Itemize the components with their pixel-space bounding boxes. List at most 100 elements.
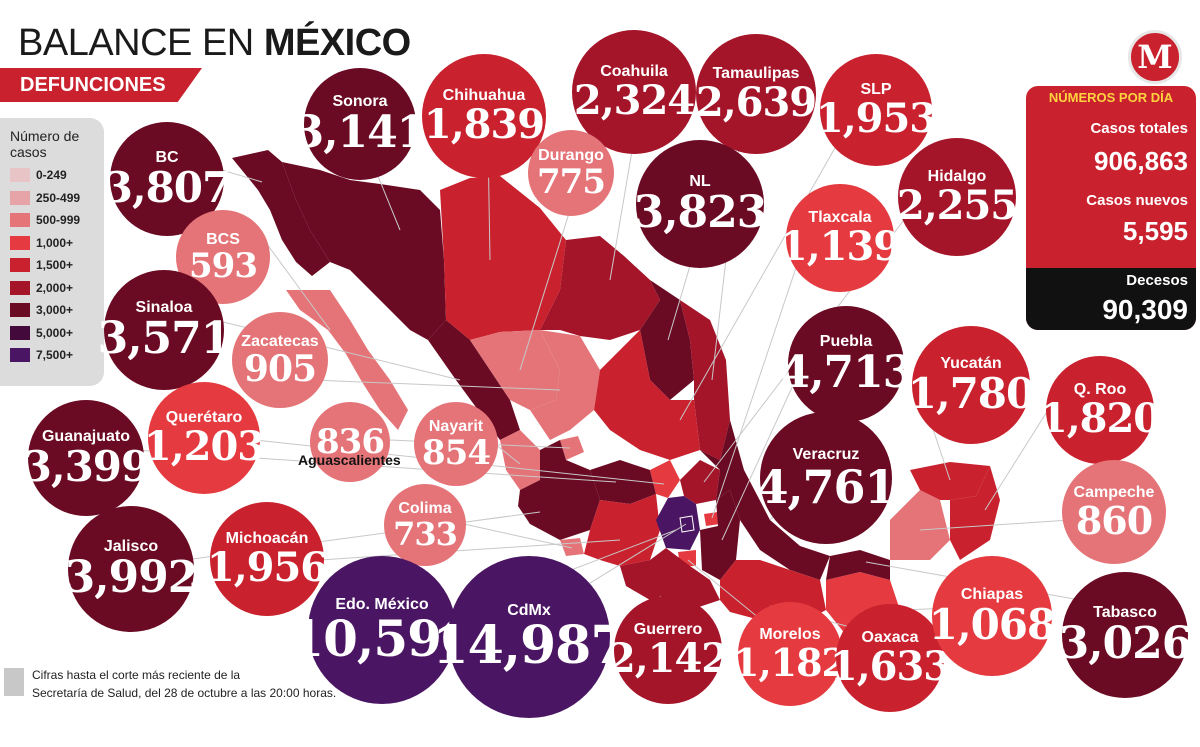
- title-bold: MÉXICO: [263, 22, 411, 64]
- legend-label: 0-249: [36, 168, 67, 182]
- map-bcs: [286, 290, 408, 430]
- state-name: Jalisco: [103, 538, 159, 555]
- state-name: Guerrero: [633, 621, 703, 638]
- state-name: Veracruz: [792, 446, 860, 463]
- map-jalisco: [518, 440, 600, 540]
- map-tamaulipas: [680, 300, 730, 460]
- map-nl: [640, 280, 694, 400]
- state-deaths-value: 860: [1075, 498, 1153, 543]
- state-deaths-value: 2,255: [896, 182, 1018, 229]
- state-name: Hidalgo: [927, 168, 987, 185]
- state-deaths-value: 593: [189, 246, 258, 286]
- page-title: BALANCE EN MÉXICO: [18, 22, 411, 65]
- state-deaths-value: 4,761: [756, 460, 896, 514]
- state-bubble-sonora: Sonora 3,141: [294, 68, 427, 180]
- legend-label: 7,500+: [36, 348, 74, 362]
- legend-item: 5,000+: [10, 324, 73, 342]
- state-deaths-value: 3,992: [64, 552, 199, 603]
- map-cdmx: [679, 515, 695, 533]
- legend-swatch: [10, 235, 30, 250]
- legend-swatch: [10, 280, 30, 295]
- state-bubble-aguascalientes: 836: [310, 402, 390, 482]
- state-bubble-queretaro: Querétaro 1,203: [144, 382, 265, 494]
- state-deaths-value: 2,142: [607, 635, 729, 682]
- state-bubble-oaxaca: Oaxaca 1,633: [830, 604, 951, 712]
- total-cases-value: 906,863: [1094, 146, 1188, 176]
- legend-swatch: [10, 213, 30, 227]
- footnote-line1: Cifras hasta el corte más reciente de la: [32, 668, 241, 682]
- legend-item: 500-999: [10, 211, 80, 229]
- legend-label: 250-499: [36, 190, 81, 205]
- state-deaths-value: 1,780: [907, 369, 1036, 418]
- footnote: Cifras hasta el corte más reciente de la…: [32, 666, 336, 702]
- state-name: Campeche: [1073, 484, 1155, 501]
- state-deaths-value: 1,139: [779, 223, 901, 270]
- map-colima: [560, 538, 584, 556]
- map-sonora: [282, 162, 446, 340]
- state-name: SLP: [860, 81, 892, 98]
- state-name: Guanajuato: [41, 428, 130, 445]
- legend-item: 2,000+: [10, 279, 73, 297]
- state-deaths-value: 3,399: [22, 442, 151, 491]
- map-puebla: [700, 490, 740, 580]
- state-name: Sonora: [332, 93, 388, 110]
- map-veracruz: [700, 420, 830, 580]
- legend-label: 2,000+: [36, 280, 74, 295]
- state-bubble-nl: NL 3,823: [634, 140, 767, 268]
- state-bubble-michoacan: Michoacán 1,956: [207, 502, 328, 616]
- state-deaths-value: 854: [422, 433, 491, 473]
- state-deaths-value: 1,953: [815, 95, 937, 142]
- daily-stats-panel: NÚMEROS POR DÍA Casos totales 906,863 Ca…: [1026, 86, 1196, 330]
- state-bubble-nayarit: Nayarit 854: [414, 402, 498, 486]
- legend-swatch: [10, 325, 30, 340]
- state-name: Chiapas: [960, 586, 1024, 603]
- state-bubble-guerrero: Guerrero 2,142: [608, 596, 729, 704]
- state-deaths-value: 905: [243, 348, 317, 390]
- legend-item: 7,500+: [10, 346, 73, 364]
- legend-swatch: [10, 348, 30, 362]
- map-chihuahua: [440, 176, 566, 340]
- legend-label: 500-999: [36, 213, 81, 227]
- map-edomex: [656, 496, 700, 550]
- state-bubble-slp: SLP 1,953: [816, 54, 937, 166]
- state-bubble-coahuila: Coahuila 2,324: [572, 30, 696, 154]
- deaths-value: 90,309: [1102, 294, 1188, 325]
- state-bubble-edomex: Edo. México 10,590: [289, 556, 476, 704]
- state-bubble-veracruz: Veracruz 4,761: [756, 412, 897, 544]
- legend-title: Número de casos: [10, 128, 80, 160]
- state-name: NL: [689, 173, 711, 190]
- map-campeche: [890, 490, 950, 560]
- legend-label: 5,000+: [36, 325, 74, 340]
- state-bubble-puebla: Puebla 4,713: [780, 306, 913, 422]
- map-sinaloa: [428, 320, 520, 440]
- state-deaths-value: 836: [316, 422, 385, 462]
- map-tabasco: [826, 550, 890, 580]
- subtitle-tag: DEFUNCIONES: [0, 68, 202, 102]
- state-bubble-cdmx: CdMx 14,987: [433, 556, 627, 718]
- state-bubble-qroo: Q. Roo 1,820: [1040, 356, 1161, 464]
- state-bubble-durango: Durango 775: [528, 130, 614, 216]
- state-deaths-value: 1,820: [1039, 395, 1161, 442]
- map-michoacan: [584, 494, 660, 566]
- legend-item: 1,000+: [10, 234, 73, 252]
- map-tlaxcala: [704, 512, 720, 526]
- map-guerrero: [620, 548, 720, 610]
- state-bubble-tamaulipas: Tamaulipas 2,639: [696, 34, 817, 154]
- footnote-marker: [4, 668, 24, 696]
- map-yucatan: [910, 462, 990, 500]
- legend-swatch: [10, 258, 30, 272]
- state-deaths-value: 2,324: [573, 77, 695, 124]
- map-coahuila: [540, 236, 660, 340]
- state-bubble-tabasco: Tabasco 3,026: [1059, 572, 1192, 698]
- state-name: BC: [155, 149, 179, 166]
- state-name: Durango: [538, 147, 604, 164]
- subtitle-label: DEFUNCIONES: [20, 74, 166, 96]
- state-deaths-value: 3,571: [97, 313, 232, 364]
- milenio-logo: M: [1128, 30, 1182, 84]
- state-bubble-chihuahua: Chihuahua 1,839: [422, 54, 546, 178]
- map-bc: [232, 150, 330, 276]
- state-name: CdMx: [507, 602, 551, 619]
- new-cases-label: Casos nuevos: [1086, 192, 1188, 209]
- map-zacatecas: [530, 330, 600, 440]
- legend-item: 250-499: [10, 189, 80, 207]
